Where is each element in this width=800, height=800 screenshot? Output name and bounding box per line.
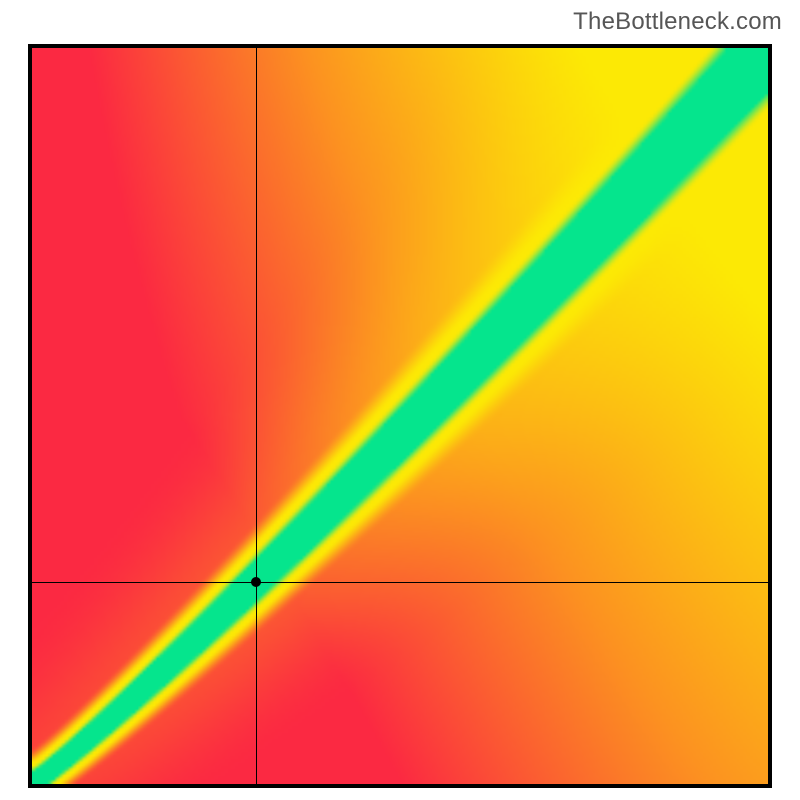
selected-point-marker	[251, 577, 261, 587]
crosshair-horizontal	[32, 582, 768, 583]
heatmap-canvas	[32, 48, 768, 784]
watermark-text: TheBottleneck.com	[573, 8, 782, 36]
plot-area	[32, 48, 768, 784]
plot-border	[28, 44, 772, 788]
crosshair-vertical	[256, 48, 257, 784]
